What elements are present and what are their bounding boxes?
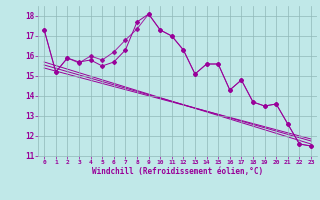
- X-axis label: Windchill (Refroidissement éolien,°C): Windchill (Refroidissement éolien,°C): [92, 167, 263, 176]
